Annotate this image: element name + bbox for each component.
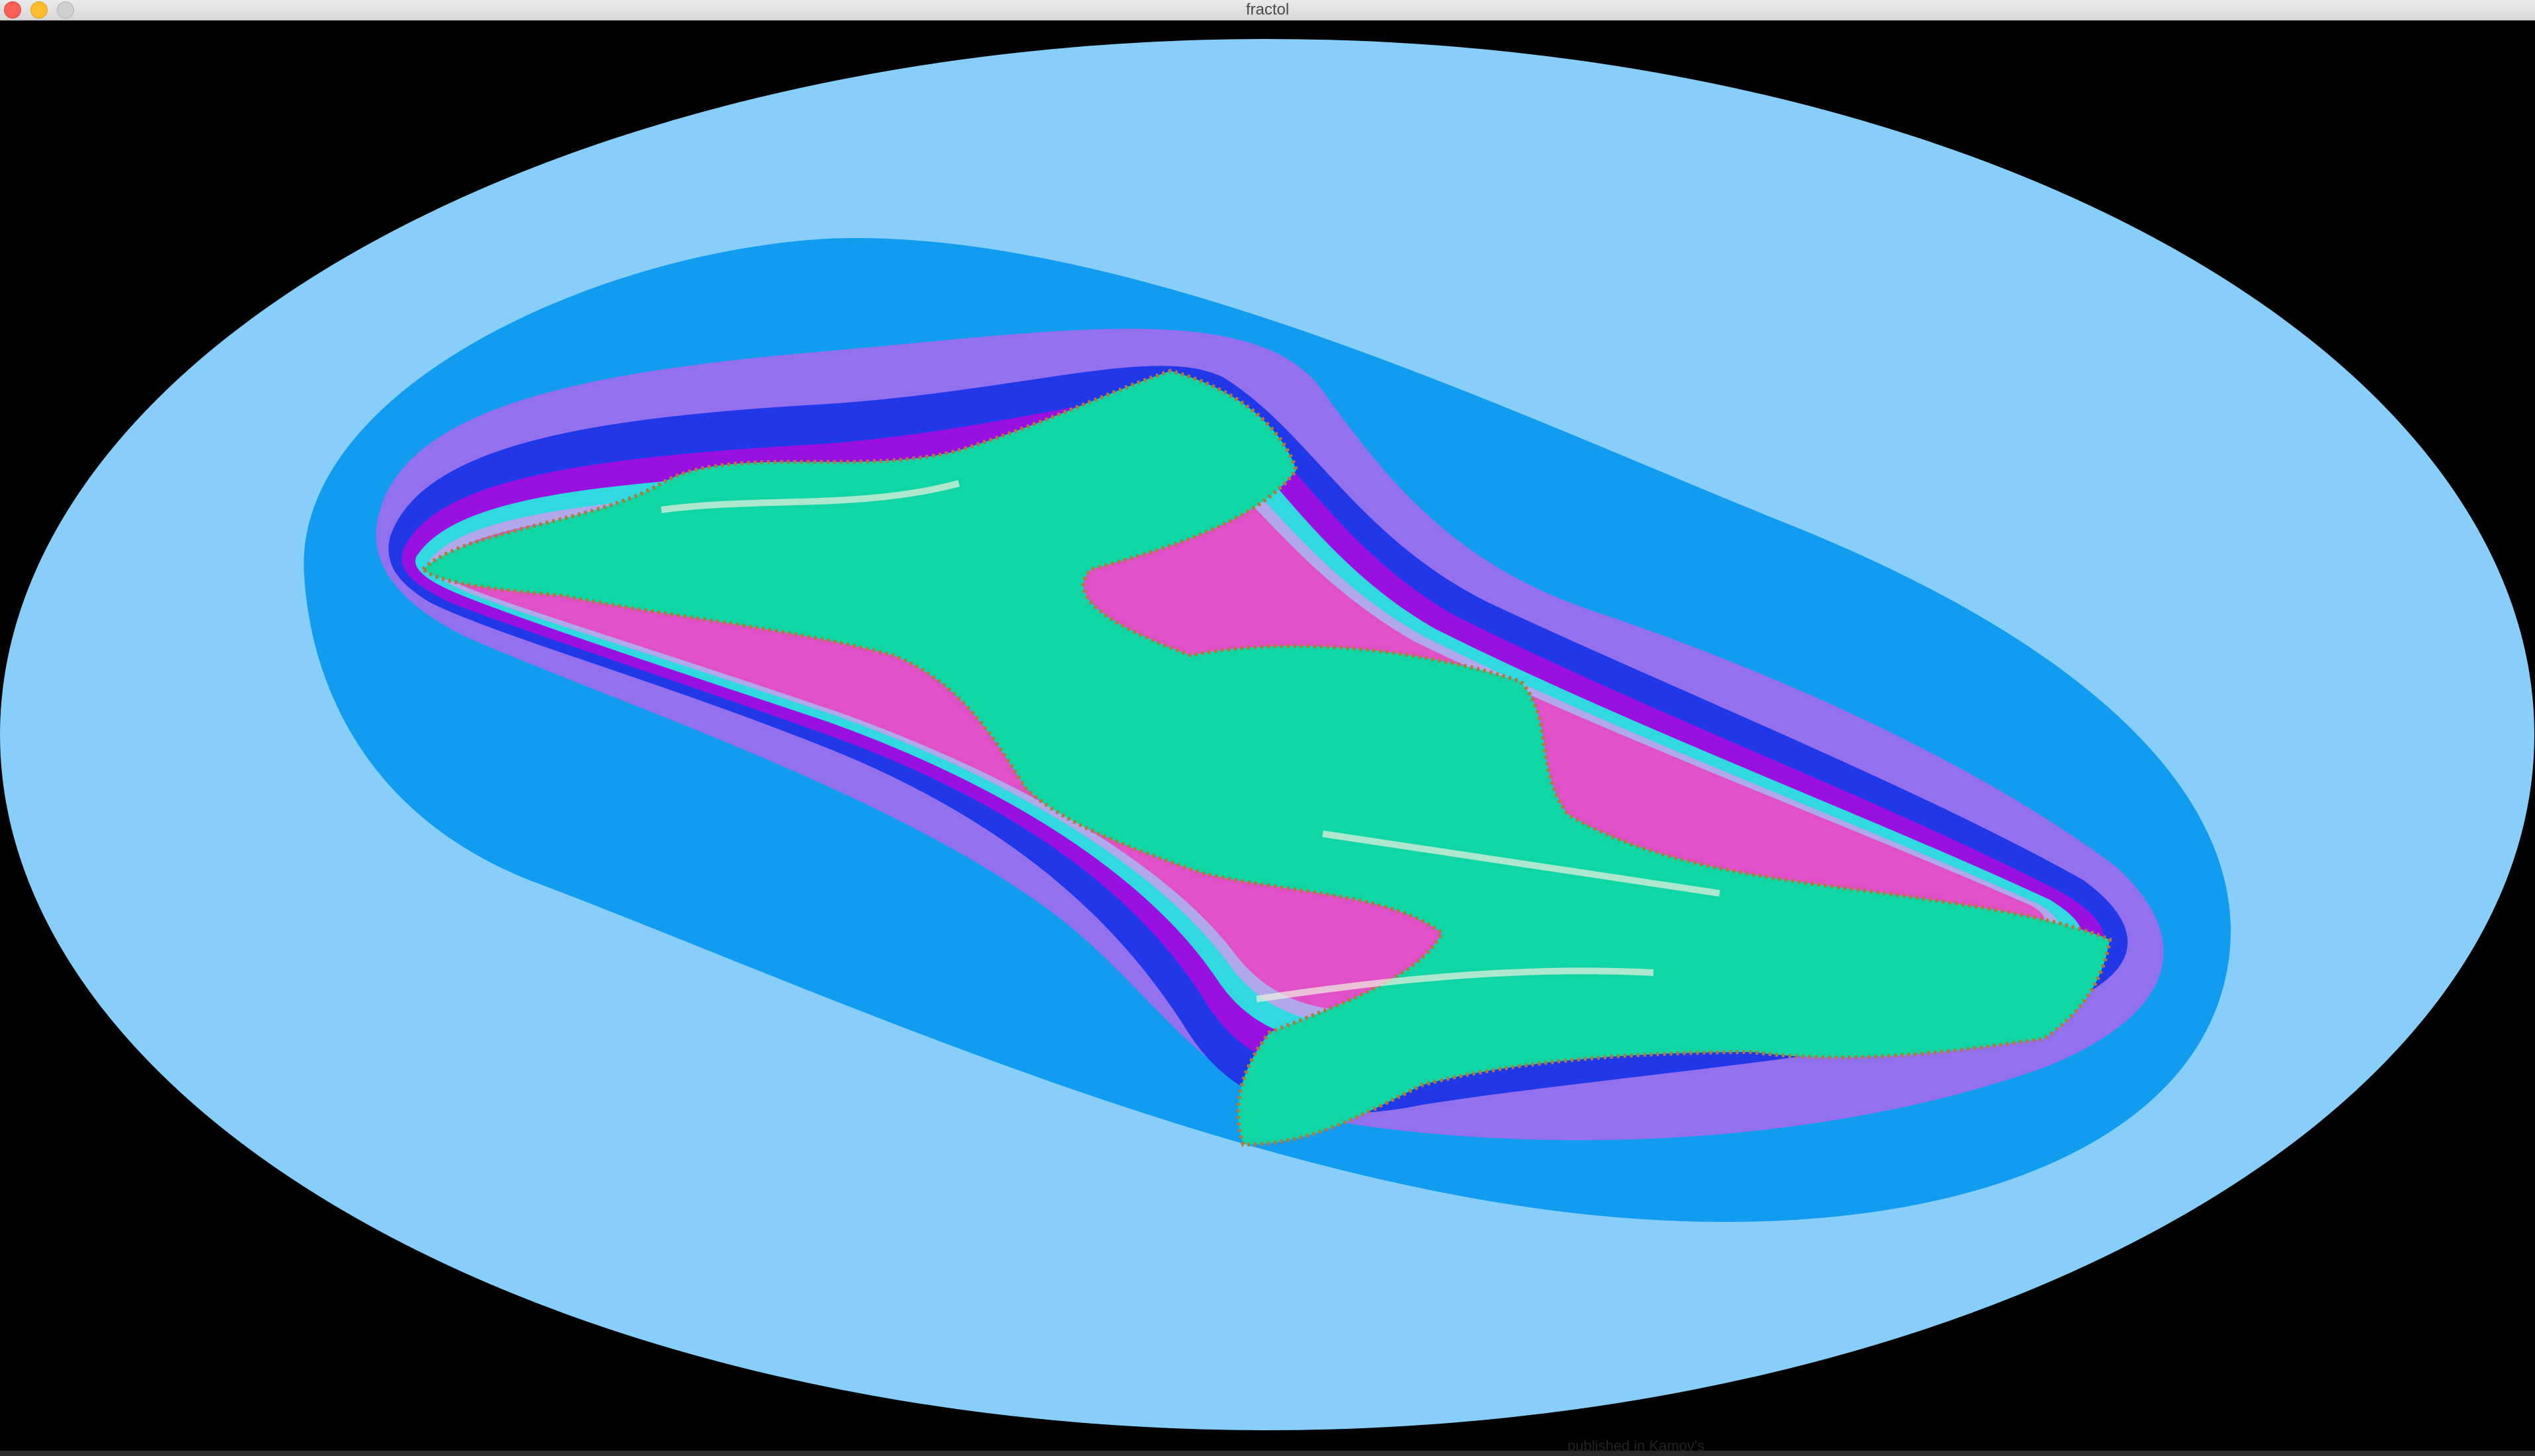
window-titlebar: fractol	[0, 0, 2535, 20]
zoom-window-button[interactable]	[57, 1, 74, 19]
fractal-interior	[420, 368, 2112, 1147]
julia-fractal-render	[0, 20, 2535, 1451]
minimize-window-button[interactable]	[30, 1, 48, 19]
close-window-button[interactable]	[4, 1, 21, 19]
fractal-highlight-bands	[661, 480, 1720, 1002]
underlying-window-text: published in Kamov's	[1567, 1437, 1705, 1454]
underlying-window-strip	[0, 1451, 2535, 1456]
fractal-canvas[interactable]	[0, 20, 2535, 1451]
window-title: fractol	[1245, 1, 1290, 19]
